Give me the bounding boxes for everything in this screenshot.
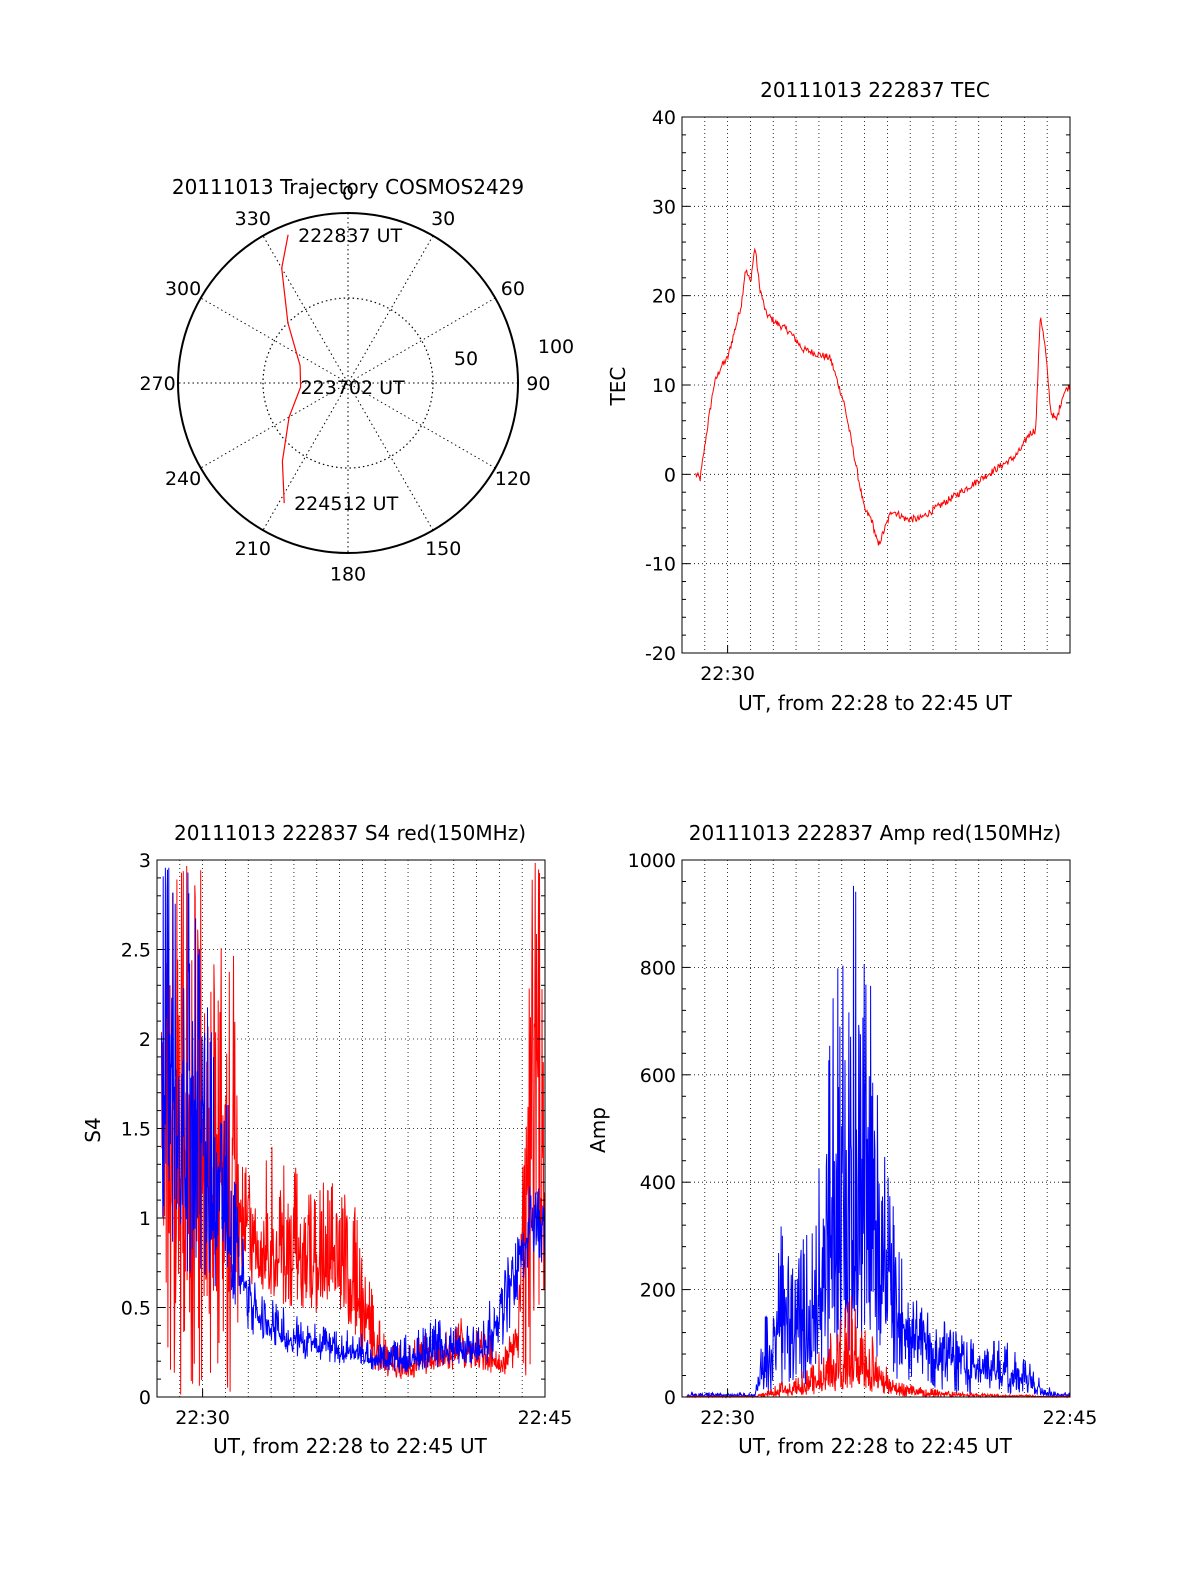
polar-time-annotation: 222837 UT (298, 225, 402, 247)
s4-y-axis-label: S4 (81, 1117, 105, 1142)
s4-y-tick-label: 1.5 (121, 1119, 151, 1141)
polar-angle-label: 180 (330, 563, 366, 585)
polar-angle-label: 270 (139, 373, 175, 395)
amp-series-0 (686, 885, 1071, 1399)
polar-plot-title: 20111013 Trajectory COSMOS2429 (172, 175, 524, 199)
polar-outer-ring (177, 212, 519, 554)
amp-plot: 20111013 222837 Amp red(150MHz) UT, from… (586, 821, 1097, 1458)
polar-angle-label: 60 (501, 278, 525, 300)
tec-plot-title: 20111013 222837 TEC (760, 78, 990, 102)
tec-grid (682, 117, 1070, 653)
tec-y-tick-label: 0 (664, 464, 676, 486)
polar-angle-label: 120 (495, 468, 531, 490)
polar-angle-labels: 0 30 60 90 120 150 180 210 240 270 300 330 (139, 183, 550, 586)
s4-plot-title: 20111013 222837 S4 red(150MHz) (174, 821, 526, 845)
tec-plot-frame (681, 116, 1071, 654)
polar-angle-label: 150 (425, 538, 461, 560)
amp-y-tick-label: 0 (664, 1387, 676, 1409)
polar-angle-label: 300 (165, 278, 201, 300)
amp-plot-frame (681, 859, 1071, 1398)
s4-series-1 (161, 867, 546, 1372)
s4-x-ticks: 22:30 22:45 (175, 1389, 572, 1429)
amp-y-tick-label: 800 (640, 957, 676, 979)
s4-y-tick-label: 3 (139, 850, 151, 872)
tec-y-tick-label: -10 (645, 554, 676, 576)
s4-y-tick-label: 1 (139, 1208, 151, 1230)
polar-angle-label: 30 (431, 208, 455, 230)
polar-radial-label: 50 (454, 348, 478, 370)
polar-time-annotation: 223702 UT (301, 377, 405, 399)
tec-x-axis-label: UT, from 22:28 to 22:45 UT (738, 691, 1013, 715)
polar-angle-label: 210 (235, 538, 271, 560)
amp-y-tick-label: 200 (640, 1280, 676, 1302)
tec-series-0 (695, 247, 1071, 546)
polar-inner-ring (262, 297, 434, 469)
tec-y-tick-label: 10 (652, 375, 676, 397)
polar-angle-label: 90 (526, 373, 550, 395)
tec-y-tick-label: 30 (652, 196, 676, 218)
amp-y-ticks: 0 200 400 600 800 1000 (628, 850, 1070, 1409)
amp-series-line (686, 885, 1071, 1399)
amp-y-axis-label: Amp (586, 1107, 610, 1153)
polar-trajectory-line (281, 234, 302, 504)
amp-x-tick-label: 22:30 (700, 1407, 755, 1429)
s4-plot: 20111013 222837 S4 red(150MHz) UT, from … (81, 821, 572, 1458)
tec-y-axis-label: TEC (606, 367, 630, 407)
amp-plot-title: 20111013 222837 Amp red(150MHz) (689, 821, 1061, 845)
amp-grid (682, 860, 1070, 1397)
amp-y-tick-label: 600 (640, 1065, 676, 1087)
s4-y-ticks: 0 0.5 1 1.5 2 2.5 3 (121, 850, 545, 1409)
tec-y-tick-label: 20 (652, 286, 676, 308)
tec-series-line (695, 247, 1071, 546)
s4-y-tick-label: 2 (139, 1029, 151, 1051)
amp-x-ticks: 22:30 22:45 (700, 1389, 1097, 1429)
s4-y-tick-label: 2.5 (121, 940, 151, 962)
trajectory-polar-plot: 20111013 Trajectory COSMOS2429 0 30 60 90 12… (139, 175, 574, 585)
tec-y-tick-label: -20 (645, 643, 676, 665)
tec-plot: 20111013 222837 TEC UT, from 22:28 to 22… (606, 78, 1071, 715)
s4-x-axis-label: UT, from 22:28 to 22:45 UT (213, 1434, 488, 1458)
tec-y-tick-label: 40 (652, 107, 676, 129)
polar-radial-label: 100 (538, 336, 574, 358)
polar-time-annotation: 224512 UT (294, 493, 398, 515)
polar-angle-label: 240 (165, 468, 201, 490)
tec-y-ticks: -20 -10 0 10 20 30 40 (645, 107, 1070, 665)
tec-x-ticks: 22:30 (700, 645, 755, 685)
polar-angle-label: 330 (235, 208, 271, 230)
amp-x-axis-label: UT, from 22:28 to 22:45 UT (738, 1434, 1013, 1458)
s4-x-tick-label: 22:30 (175, 1407, 230, 1429)
polar-angle-label: 0 (342, 183, 354, 205)
amp-y-tick-label: 1000 (628, 850, 676, 872)
s4-y-tick-label: 0.5 (121, 1298, 151, 1320)
amp-y-tick-label: 400 (640, 1172, 676, 1194)
s4-x-tick-label: 22:45 (518, 1407, 573, 1429)
s4-y-tick-label: 0 (139, 1387, 151, 1409)
s4-series-line (161, 867, 546, 1372)
tec-x-tick-label: 22:30 (700, 663, 755, 685)
amp-x-tick-label: 22:45 (1043, 1407, 1098, 1429)
